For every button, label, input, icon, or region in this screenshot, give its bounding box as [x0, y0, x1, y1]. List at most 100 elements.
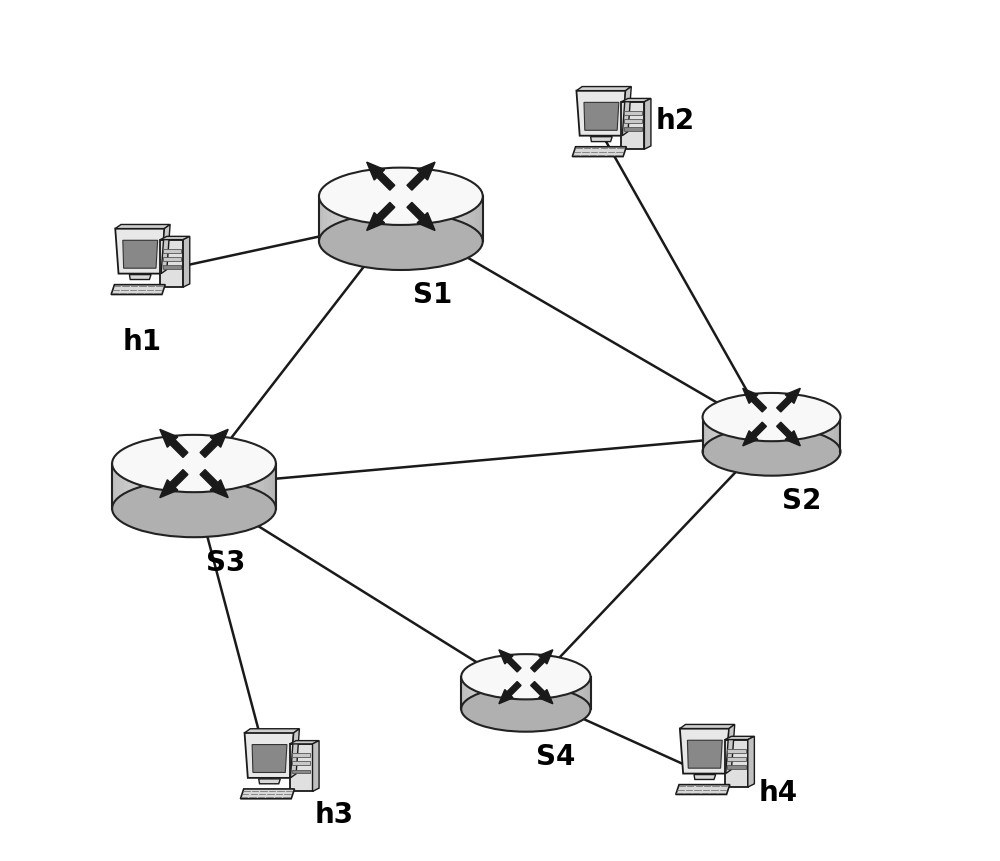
- Polygon shape: [137, 464, 141, 509]
- Polygon shape: [260, 464, 264, 509]
- Polygon shape: [116, 464, 120, 509]
- Ellipse shape: [461, 687, 591, 732]
- FancyArrow shape: [531, 650, 553, 672]
- Polygon shape: [141, 464, 145, 509]
- Polygon shape: [510, 677, 513, 709]
- Polygon shape: [744, 418, 747, 452]
- Polygon shape: [785, 418, 789, 452]
- Polygon shape: [462, 197, 466, 242]
- Polygon shape: [292, 753, 310, 758]
- Polygon shape: [442, 197, 446, 242]
- Ellipse shape: [319, 169, 483, 226]
- Polygon shape: [587, 677, 591, 709]
- Polygon shape: [725, 740, 748, 787]
- Polygon shape: [778, 418, 782, 452]
- Polygon shape: [503, 677, 506, 709]
- Polygon shape: [734, 418, 737, 452]
- Polygon shape: [747, 418, 751, 452]
- Polygon shape: [268, 464, 272, 509]
- Polygon shape: [468, 677, 471, 709]
- Polygon shape: [471, 677, 474, 709]
- Polygon shape: [335, 197, 339, 242]
- Polygon shape: [709, 418, 713, 452]
- Polygon shape: [186, 464, 190, 509]
- Polygon shape: [461, 677, 464, 709]
- FancyArrow shape: [777, 389, 800, 412]
- Polygon shape: [532, 677, 536, 709]
- Polygon shape: [519, 677, 523, 709]
- Polygon shape: [806, 418, 809, 452]
- Polygon shape: [389, 197, 393, 242]
- Polygon shape: [183, 237, 190, 288]
- FancyArrow shape: [499, 650, 521, 672]
- Polygon shape: [500, 677, 503, 709]
- Text: h4: h4: [759, 778, 798, 806]
- Text: h3: h3: [315, 800, 354, 827]
- Polygon shape: [584, 103, 619, 131]
- FancyArrow shape: [777, 423, 800, 446]
- Polygon shape: [243, 464, 247, 509]
- Polygon shape: [539, 677, 542, 709]
- Polygon shape: [380, 197, 384, 242]
- Polygon shape: [464, 677, 468, 709]
- Polygon shape: [803, 418, 806, 452]
- Text: S2: S2: [782, 486, 821, 514]
- Polygon shape: [513, 677, 516, 709]
- Polygon shape: [568, 677, 571, 709]
- Polygon shape: [344, 197, 348, 242]
- Polygon shape: [160, 237, 190, 240]
- Polygon shape: [574, 677, 578, 709]
- Polygon shape: [384, 197, 389, 242]
- Polygon shape: [376, 197, 380, 242]
- Polygon shape: [454, 197, 458, 242]
- Polygon shape: [545, 677, 548, 709]
- Polygon shape: [494, 677, 497, 709]
- Polygon shape: [624, 121, 642, 124]
- Text: S1: S1: [413, 281, 452, 309]
- Polygon shape: [417, 197, 421, 242]
- Polygon shape: [163, 250, 181, 254]
- Polygon shape: [680, 725, 735, 728]
- Polygon shape: [581, 677, 584, 709]
- Polygon shape: [687, 740, 722, 768]
- Polygon shape: [799, 418, 803, 452]
- Polygon shape: [323, 197, 327, 242]
- Ellipse shape: [112, 436, 276, 492]
- Polygon shape: [401, 197, 405, 242]
- Polygon shape: [740, 418, 744, 452]
- Polygon shape: [725, 736, 754, 740]
- Polygon shape: [112, 464, 116, 509]
- Polygon shape: [529, 677, 532, 709]
- Polygon shape: [761, 418, 765, 452]
- Polygon shape: [331, 197, 335, 242]
- Polygon shape: [727, 749, 746, 753]
- Polygon shape: [751, 418, 754, 452]
- Polygon shape: [235, 464, 239, 509]
- Polygon shape: [264, 464, 268, 509]
- Polygon shape: [621, 99, 651, 102]
- Polygon shape: [820, 418, 823, 452]
- Polygon shape: [624, 112, 642, 116]
- Polygon shape: [676, 784, 730, 795]
- Polygon shape: [765, 418, 768, 452]
- Polygon shape: [723, 418, 727, 452]
- Polygon shape: [475, 197, 479, 242]
- Polygon shape: [313, 740, 319, 791]
- Polygon shape: [339, 197, 344, 242]
- Polygon shape: [748, 736, 754, 787]
- Polygon shape: [290, 729, 299, 778]
- Ellipse shape: [461, 654, 591, 699]
- Polygon shape: [163, 266, 181, 269]
- Polygon shape: [409, 197, 413, 242]
- FancyArrow shape: [499, 682, 521, 704]
- Polygon shape: [706, 418, 709, 452]
- Polygon shape: [223, 464, 227, 509]
- Polygon shape: [206, 464, 210, 509]
- Polygon shape: [111, 285, 165, 295]
- Polygon shape: [129, 276, 151, 280]
- Text: h1: h1: [123, 327, 162, 355]
- Polygon shape: [584, 677, 587, 709]
- Polygon shape: [356, 197, 360, 242]
- Polygon shape: [160, 240, 183, 288]
- Polygon shape: [169, 464, 174, 509]
